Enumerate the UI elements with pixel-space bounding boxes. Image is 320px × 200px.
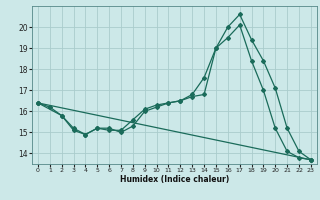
X-axis label: Humidex (Indice chaleur): Humidex (Indice chaleur) (120, 175, 229, 184)
